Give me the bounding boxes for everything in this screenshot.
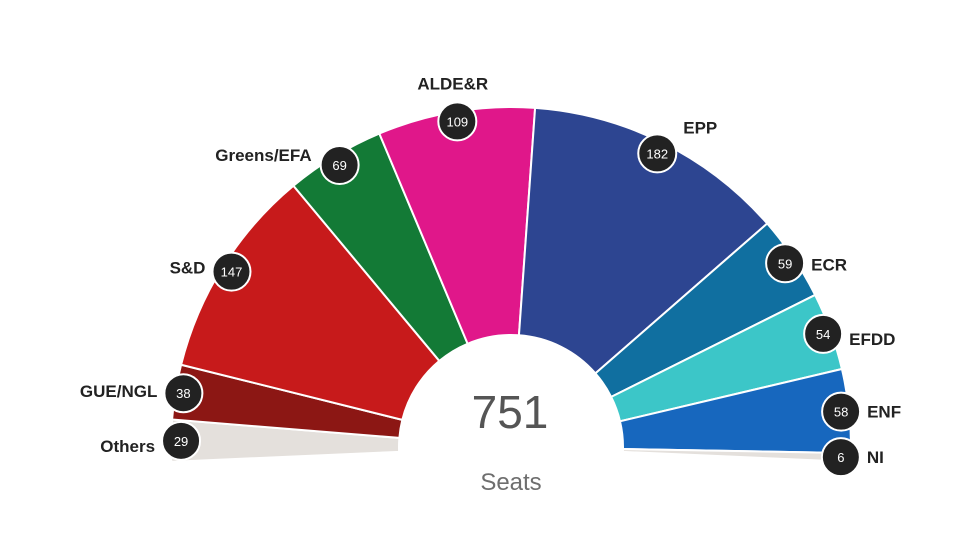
party-label-ni: NI [867, 448, 884, 467]
seat-segments [170, 106, 852, 463]
seat-badge-greens-efa: 69 [319, 144, 360, 185]
party-label-epp: EPP [683, 118, 717, 137]
seat-badge-sandd: 147 [211, 251, 252, 292]
seat-badge-others: 29 [161, 420, 202, 461]
seat-count-greens-efa: 69 [332, 158, 346, 173]
seat-badge-gue-ngl: 38 [163, 373, 204, 414]
seat-count-gue-ngl: 38 [176, 386, 190, 401]
seat-badge-circle [821, 391, 862, 432]
seat-badge-circle [161, 420, 202, 461]
seat-badge-circle [211, 251, 252, 292]
total-seats-caption: Seats [480, 469, 541, 496]
seat-count-ni: 6 [837, 450, 844, 465]
seat-badge-aldeandr: 109 [437, 101, 478, 142]
seat-badge-circle [803, 313, 844, 354]
party-label-greens-efa: Greens/EFA [215, 146, 311, 165]
seat-count-sandd: 147 [221, 265, 243, 280]
party-label-gue-ngl: GUE/NGL [80, 382, 157, 401]
seat-count-ecr: 59 [778, 256, 792, 271]
seat-badge-circle [820, 437, 861, 478]
total-seats: 751 [472, 386, 549, 438]
seat-count-epp: 182 [646, 146, 668, 161]
seat-badge-epp: 182 [637, 133, 678, 174]
seat-badge-enf: 58 [821, 391, 862, 432]
party-label-enf: ENF [867, 403, 901, 422]
party-label-sandd: S&D [170, 259, 206, 278]
party-labels: Others GUE/NGL S&D Greens/EFA ALDE&R EPP ECR EF… [80, 74, 901, 467]
seat-badge-circle [765, 243, 806, 284]
segment-epp [517, 106, 769, 375]
party-label-others: Others [100, 437, 155, 456]
seat-count-enf: 58 [834, 405, 848, 420]
party-label-efdd: EFDD [849, 330, 895, 349]
seat-badge-circle [319, 144, 360, 185]
seat-badge-circle [163, 373, 204, 414]
segment-sandd [179, 184, 441, 422]
seat-count-aldeandr: 109 [446, 114, 468, 129]
seat-count-others: 29 [174, 434, 188, 449]
segment-aldeandr [378, 106, 537, 346]
seat-badges: 29 38 147 69 109 182 59 54 58 6 [161, 101, 862, 478]
seat-badge-ecr: 59 [765, 243, 806, 284]
seat-count-efdd: 54 [816, 327, 830, 342]
party-label-aldeandr: ALDE&R [417, 74, 488, 93]
party-label-ecr: ECR [811, 255, 847, 274]
seat-badge-efdd: 54 [803, 313, 844, 354]
seat-badge-circle [637, 133, 678, 174]
seat-badge-ni: 6 [820, 437, 861, 478]
seat-badge-circle [437, 101, 478, 142]
